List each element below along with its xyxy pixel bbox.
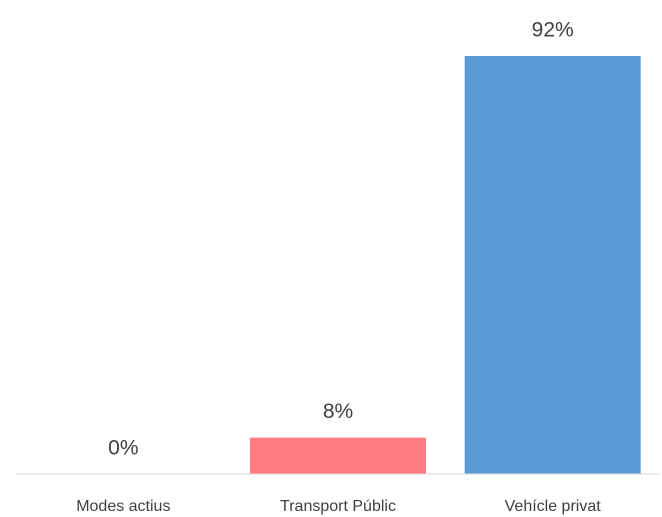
bar <box>249 437 427 474</box>
value-label: 92% <box>532 19 574 42</box>
value-label: 8% <box>323 400 353 423</box>
x-tick-label: Transport Públic <box>280 498 396 515</box>
x-tick-label: Vehícle privat <box>505 498 602 515</box>
value-label: 0% <box>108 437 138 460</box>
x-tick-label: Modes actius <box>76 498 170 515</box>
bar <box>464 56 641 474</box>
